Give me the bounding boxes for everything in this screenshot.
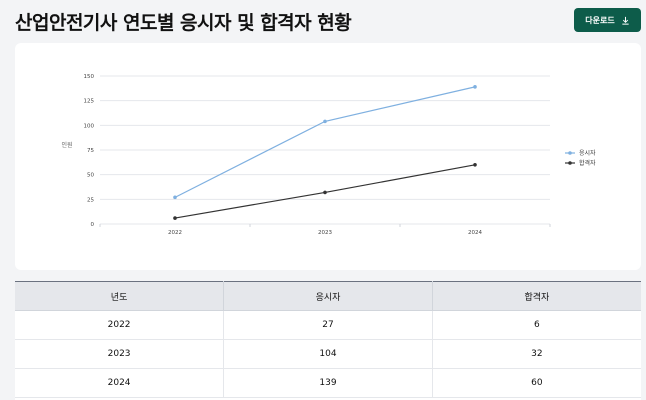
page-title: 산업안전기사 연도별 응시자 및 합격자 현황 [15, 12, 352, 34]
legend-label: 합격자 [579, 159, 596, 167]
y-tick-label: 0 [91, 222, 95, 228]
legend-marker [568, 151, 572, 155]
table-header-row: 년도 응시자 합격자 [15, 281, 641, 311]
data-table: 년도 응시자 합격자 2022 27 6 2023 104 32 2024 13… [15, 281, 641, 400]
cell-passers: 60 [432, 368, 641, 398]
cell-applicants: 104 [223, 339, 433, 369]
download-icon [622, 16, 629, 25]
cell-year: 2024 [15, 368, 225, 398]
column-header-year: 년도 [15, 281, 225, 311]
y-tick-label: 75 [87, 148, 94, 154]
download-label: 다운로드 [585, 15, 615, 25]
cell-applicants: 139 [223, 368, 433, 398]
data-point [323, 190, 327, 195]
data-point [473, 85, 477, 89]
y-tick-label: 25 [87, 197, 94, 203]
cell-year: 2022 [15, 310, 225, 340]
table-row: 2022 27 6 [15, 310, 641, 340]
x-tick-label: 2024 [468, 230, 482, 236]
legend-label: 응시자 [579, 149, 596, 157]
cell-passers: 32 [432, 339, 641, 369]
table-row: 2023 104 32 [15, 339, 641, 369]
data-point [173, 195, 177, 200]
x-tick-label: 2023 [318, 230, 332, 236]
cell-year: 2023 [15, 339, 225, 369]
table-row: 2024 139 60 [15, 368, 641, 398]
y-tick-label: 50 [87, 173, 94, 179]
series-line-0 [174, 86, 476, 198]
data-point [473, 163, 477, 167]
legend-marker [568, 161, 572, 165]
y-tick-label: 150 [84, 74, 95, 80]
y-tick-label: 125 [84, 99, 95, 105]
cell-passers: 6 [432, 310, 641, 340]
cell-applicants: 27 [223, 310, 433, 340]
download-button[interactable]: 다운로드 [574, 8, 641, 32]
column-header-applicants: 응시자 [223, 281, 433, 311]
y-tick-label: 100 [84, 123, 95, 129]
y-axis-label: 인원 [61, 141, 72, 149]
column-header-passers: 합격자 [432, 281, 641, 311]
data-point [323, 119, 327, 124]
x-tick-label: 2022 [168, 230, 182, 236]
data-point [173, 216, 177, 220]
